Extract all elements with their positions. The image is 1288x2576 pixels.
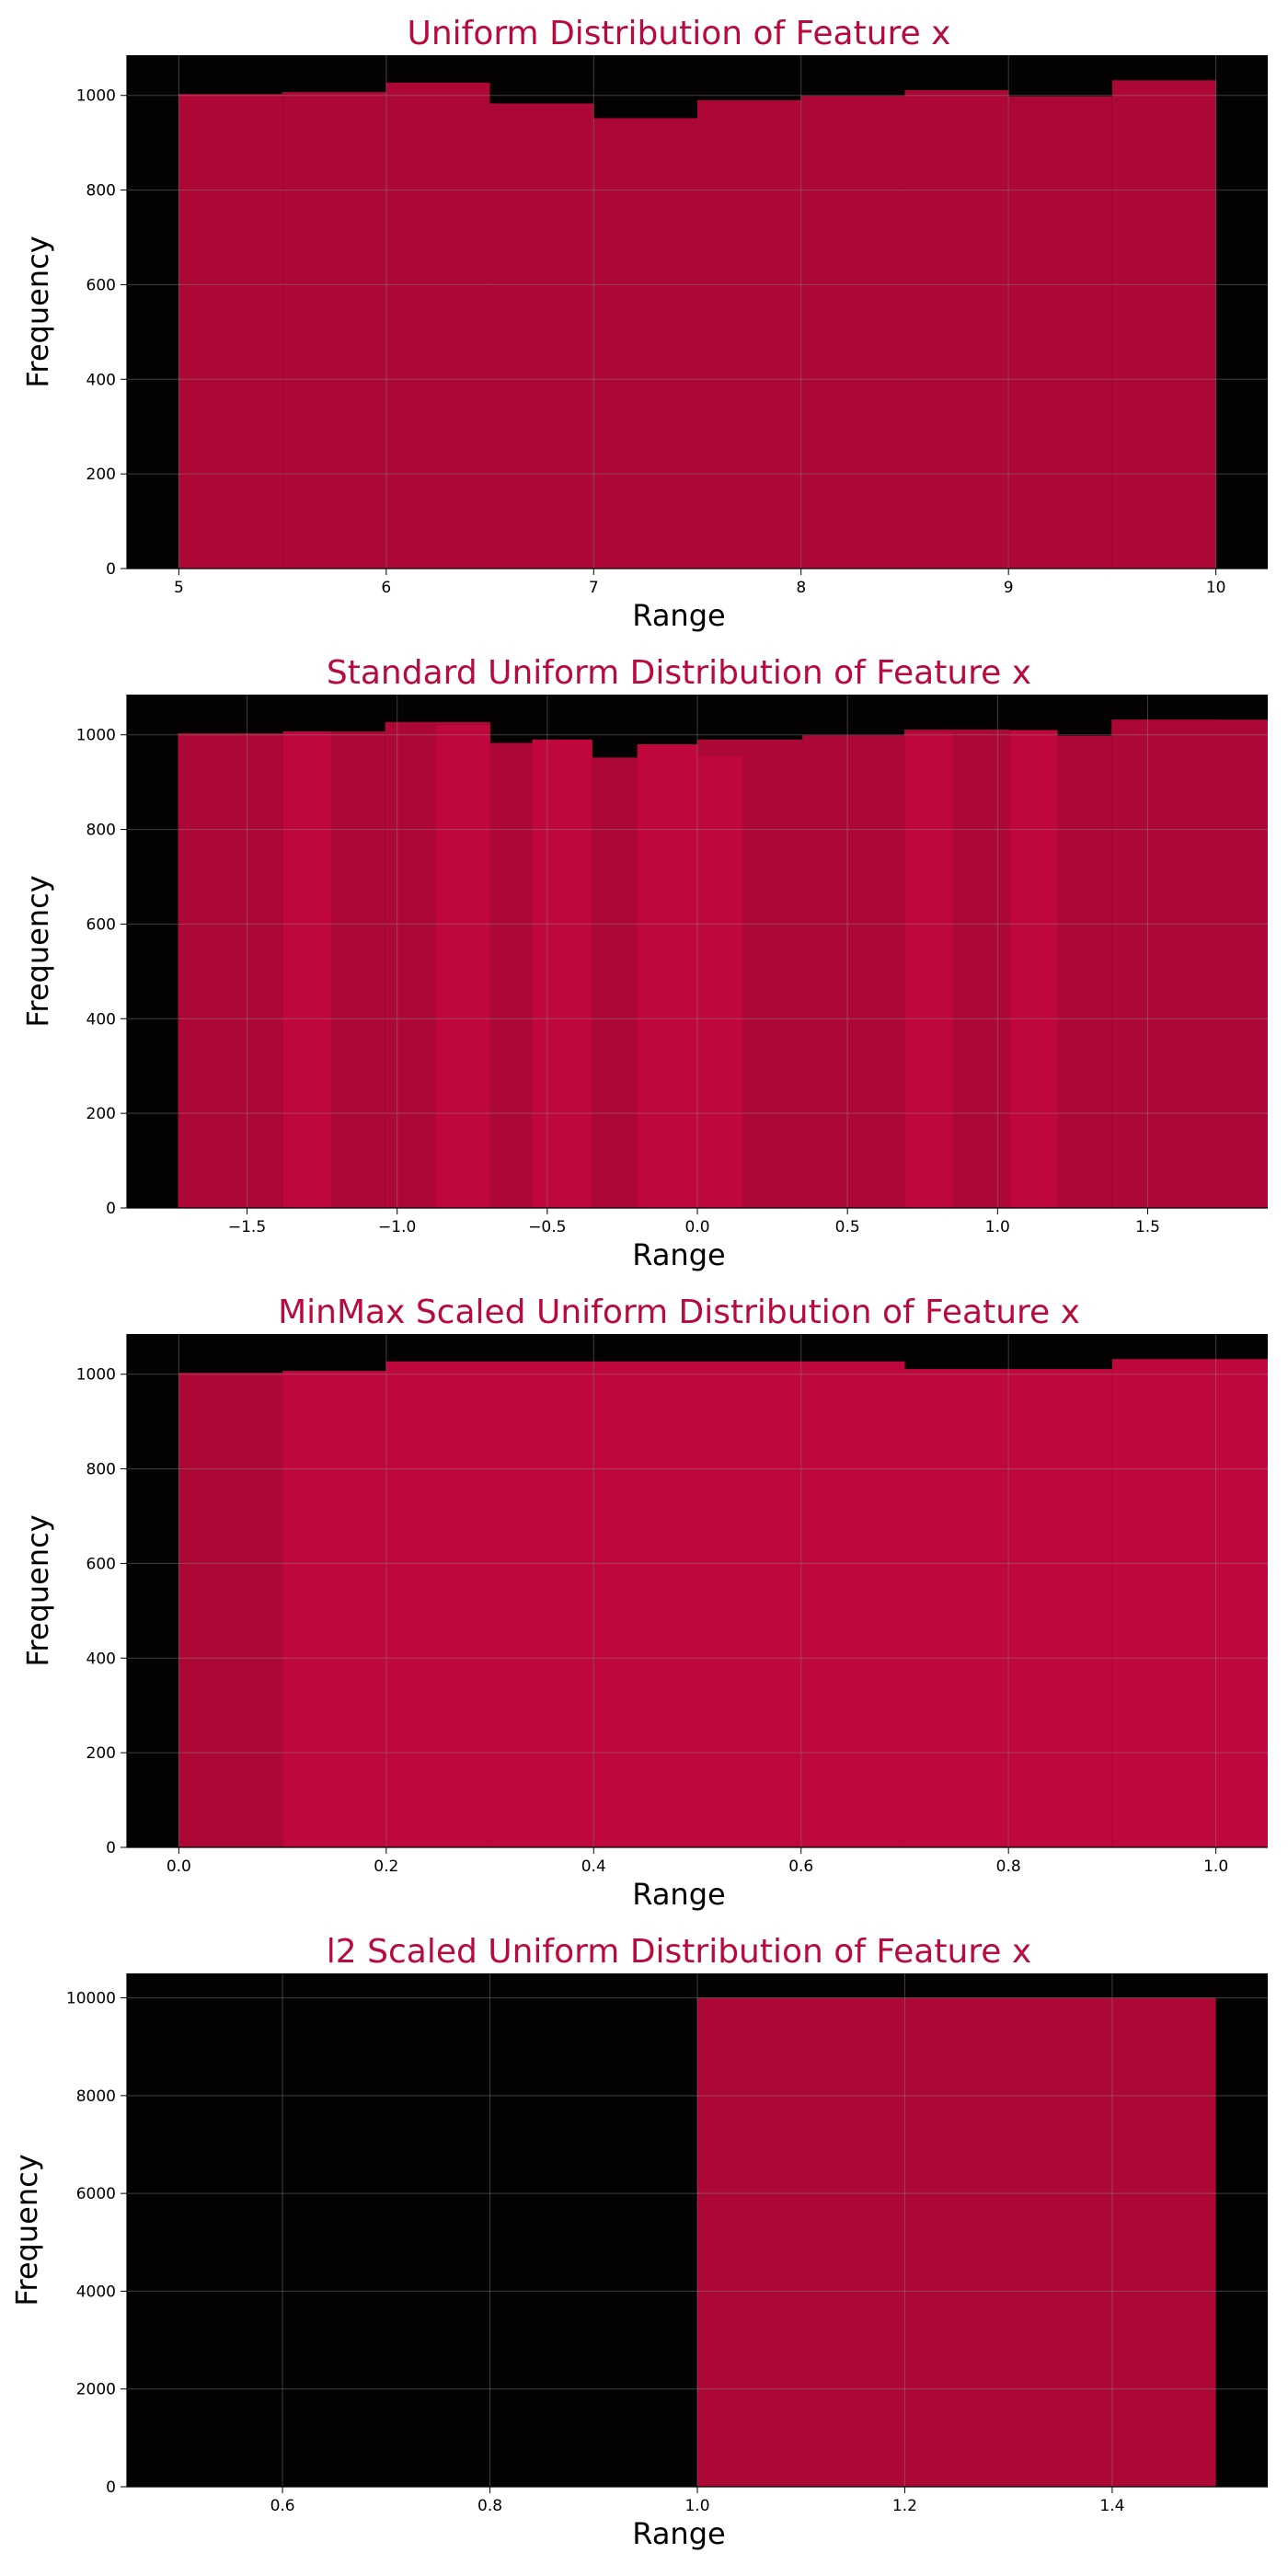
histogram-bar — [436, 725, 490, 1208]
histogram-bar — [385, 1361, 490, 1847]
x-tick-label: 1.4 — [1099, 2497, 1124, 2515]
x-tick-label: −1.5 — [228, 1218, 266, 1236]
chart-panel-3: 0.0 0.2 0.4 0.6 0.8 1.0 0 200 400 600 800 1000 MinMa… — [20, 1294, 1268, 1912]
y-tick-label: 200 — [86, 466, 116, 484]
x-tick-label: 0.0 — [167, 1857, 191, 1876]
y-tick-label: 6000 — [76, 2185, 116, 2203]
y-tick-label: 1000 — [76, 727, 116, 745]
y-tick-label: 8000 — [76, 2087, 116, 2106]
histogram-bar — [802, 737, 905, 1208]
histogram-bar — [178, 1373, 283, 1847]
histogram-bar — [637, 744, 697, 1208]
histogram-bar — [282, 92, 386, 569]
histogram-bar — [904, 1369, 1009, 1847]
histogram-bar — [1008, 1369, 1112, 1847]
chart-title: l2 Scaled Uniform Distribution of Featur… — [327, 1933, 1031, 1971]
histogram-bar — [697, 99, 801, 569]
x-axis-label: Range — [632, 2516, 725, 2551]
x-tick-label: −0.5 — [528, 1218, 566, 1236]
x-tick-label: 0.5 — [835, 1218, 860, 1236]
histogram-bar — [489, 103, 594, 569]
x-tick-label: 7 — [589, 579, 599, 597]
histogram-bar — [800, 1361, 905, 1847]
x-tick-label: 1.5 — [1135, 1218, 1160, 1236]
y-tick-label: 10000 — [66, 1990, 116, 2008]
histogram-bar — [1111, 1359, 1268, 1847]
x-tick-label: 10 — [1206, 579, 1226, 597]
chart-panel-1: 5 6 7 8 9 10 0 200 400 600 800 1000 Uniform Distribu… — [20, 15, 1268, 633]
y-tick-label: 0 — [106, 1839, 116, 1857]
y-axis-label: Frequency — [20, 236, 55, 387]
histogram-bar — [1111, 80, 1216, 569]
x-tick-label: 0.4 — [581, 1857, 606, 1876]
x-tick-label: 1.0 — [1203, 1857, 1228, 1876]
x-axis-label: Range — [632, 598, 725, 633]
y-tick-label: 800 — [86, 182, 116, 201]
x-axis-label: Range — [632, 1877, 725, 1912]
y-axis-label: Frequency — [20, 1514, 55, 1666]
histogram-bar — [1008, 96, 1112, 569]
y-tick-label: 600 — [86, 1555, 116, 1573]
x-tick-label: 1.0 — [684, 2497, 709, 2515]
x-axis-label: Range — [632, 1237, 725, 1272]
x-tick-label: 0.8 — [477, 2497, 502, 2515]
histogram-bar — [178, 94, 283, 569]
y-tick-label: 2000 — [76, 2381, 116, 2399]
y-tick-label: 0 — [106, 1200, 116, 1218]
y-axis-label: Frequency — [20, 875, 55, 1027]
histogram-bar — [697, 755, 742, 1208]
y-tick-label: 0 — [106, 560, 116, 579]
histogram-bar — [385, 82, 490, 569]
y-tick-label: 4000 — [76, 2283, 116, 2301]
histogram-bar — [593, 118, 697, 569]
histogram-bar — [697, 1997, 1216, 2487]
x-tick-label: 0.8 — [996, 1857, 1021, 1876]
histogram-bar — [282, 1371, 386, 1847]
histogram-bar — [178, 733, 283, 1208]
histogram-bar — [532, 739, 592, 1208]
x-tick-label: 0.6 — [788, 1857, 813, 1876]
histogram-bar — [904, 732, 953, 1208]
y-tick-label: 800 — [86, 822, 116, 840]
x-tick-label: 1.2 — [892, 2497, 917, 2515]
x-tick-label: 0.6 — [270, 2497, 295, 2515]
chart-title: Uniform Distribution of Feature x — [408, 15, 951, 52]
chart-title: Standard Uniform Distribution of Feature… — [327, 654, 1031, 692]
y-tick-label: 400 — [86, 371, 116, 389]
y-tick-label: 200 — [86, 1105, 116, 1123]
x-tick-label: 0.0 — [684, 1218, 709, 1236]
y-axis-label: Frequency — [9, 2154, 44, 2306]
x-tick-label: 1.0 — [985, 1218, 1010, 1236]
y-tick-label: 600 — [86, 915, 116, 934]
y-tick-label: 400 — [86, 1650, 116, 1668]
chart-panel-4: 0.6 0.8 1.0 1.2 1.4 0 2000 4000 6000 8000 10000 l2 … — [9, 1933, 1268, 2551]
histogram-bar — [282, 731, 331, 1208]
y-tick-label: 600 — [86, 276, 116, 294]
x-tick-label: 6 — [381, 579, 391, 597]
x-tick-label: 9 — [1004, 579, 1014, 597]
y-tick-label: 400 — [86, 1010, 116, 1029]
histogram-bar — [697, 1361, 801, 1847]
histogram-bar — [1009, 730, 1058, 1208]
histogram-bar — [1111, 719, 1268, 1208]
x-tick-label: −1.0 — [378, 1218, 416, 1236]
histogram-bar — [593, 1361, 697, 1847]
x-tick-label: 0.2 — [374, 1857, 398, 1876]
y-tick-label: 0 — [106, 2478, 116, 2497]
chart-panel-2: −1.5 −1.0 −0.5 0.0 0.5 1.0 1.5 0 200 400 600 800 100… — [20, 654, 1268, 1272]
chart-title: MinMax Scaled Uniform Distribution of Fe… — [278, 1294, 1080, 1331]
y-tick-label: 1000 — [76, 1366, 116, 1385]
histogram-bar — [489, 1361, 594, 1847]
y-tick-label: 1000 — [76, 87, 116, 106]
y-tick-label: 800 — [86, 1461, 116, 1479]
histogram-bar — [904, 90, 1009, 569]
histogram-bar — [800, 96, 905, 569]
x-tick-label: 5 — [174, 579, 184, 597]
y-tick-label: 200 — [86, 1744, 116, 1763]
x-tick-label: 8 — [796, 579, 806, 597]
